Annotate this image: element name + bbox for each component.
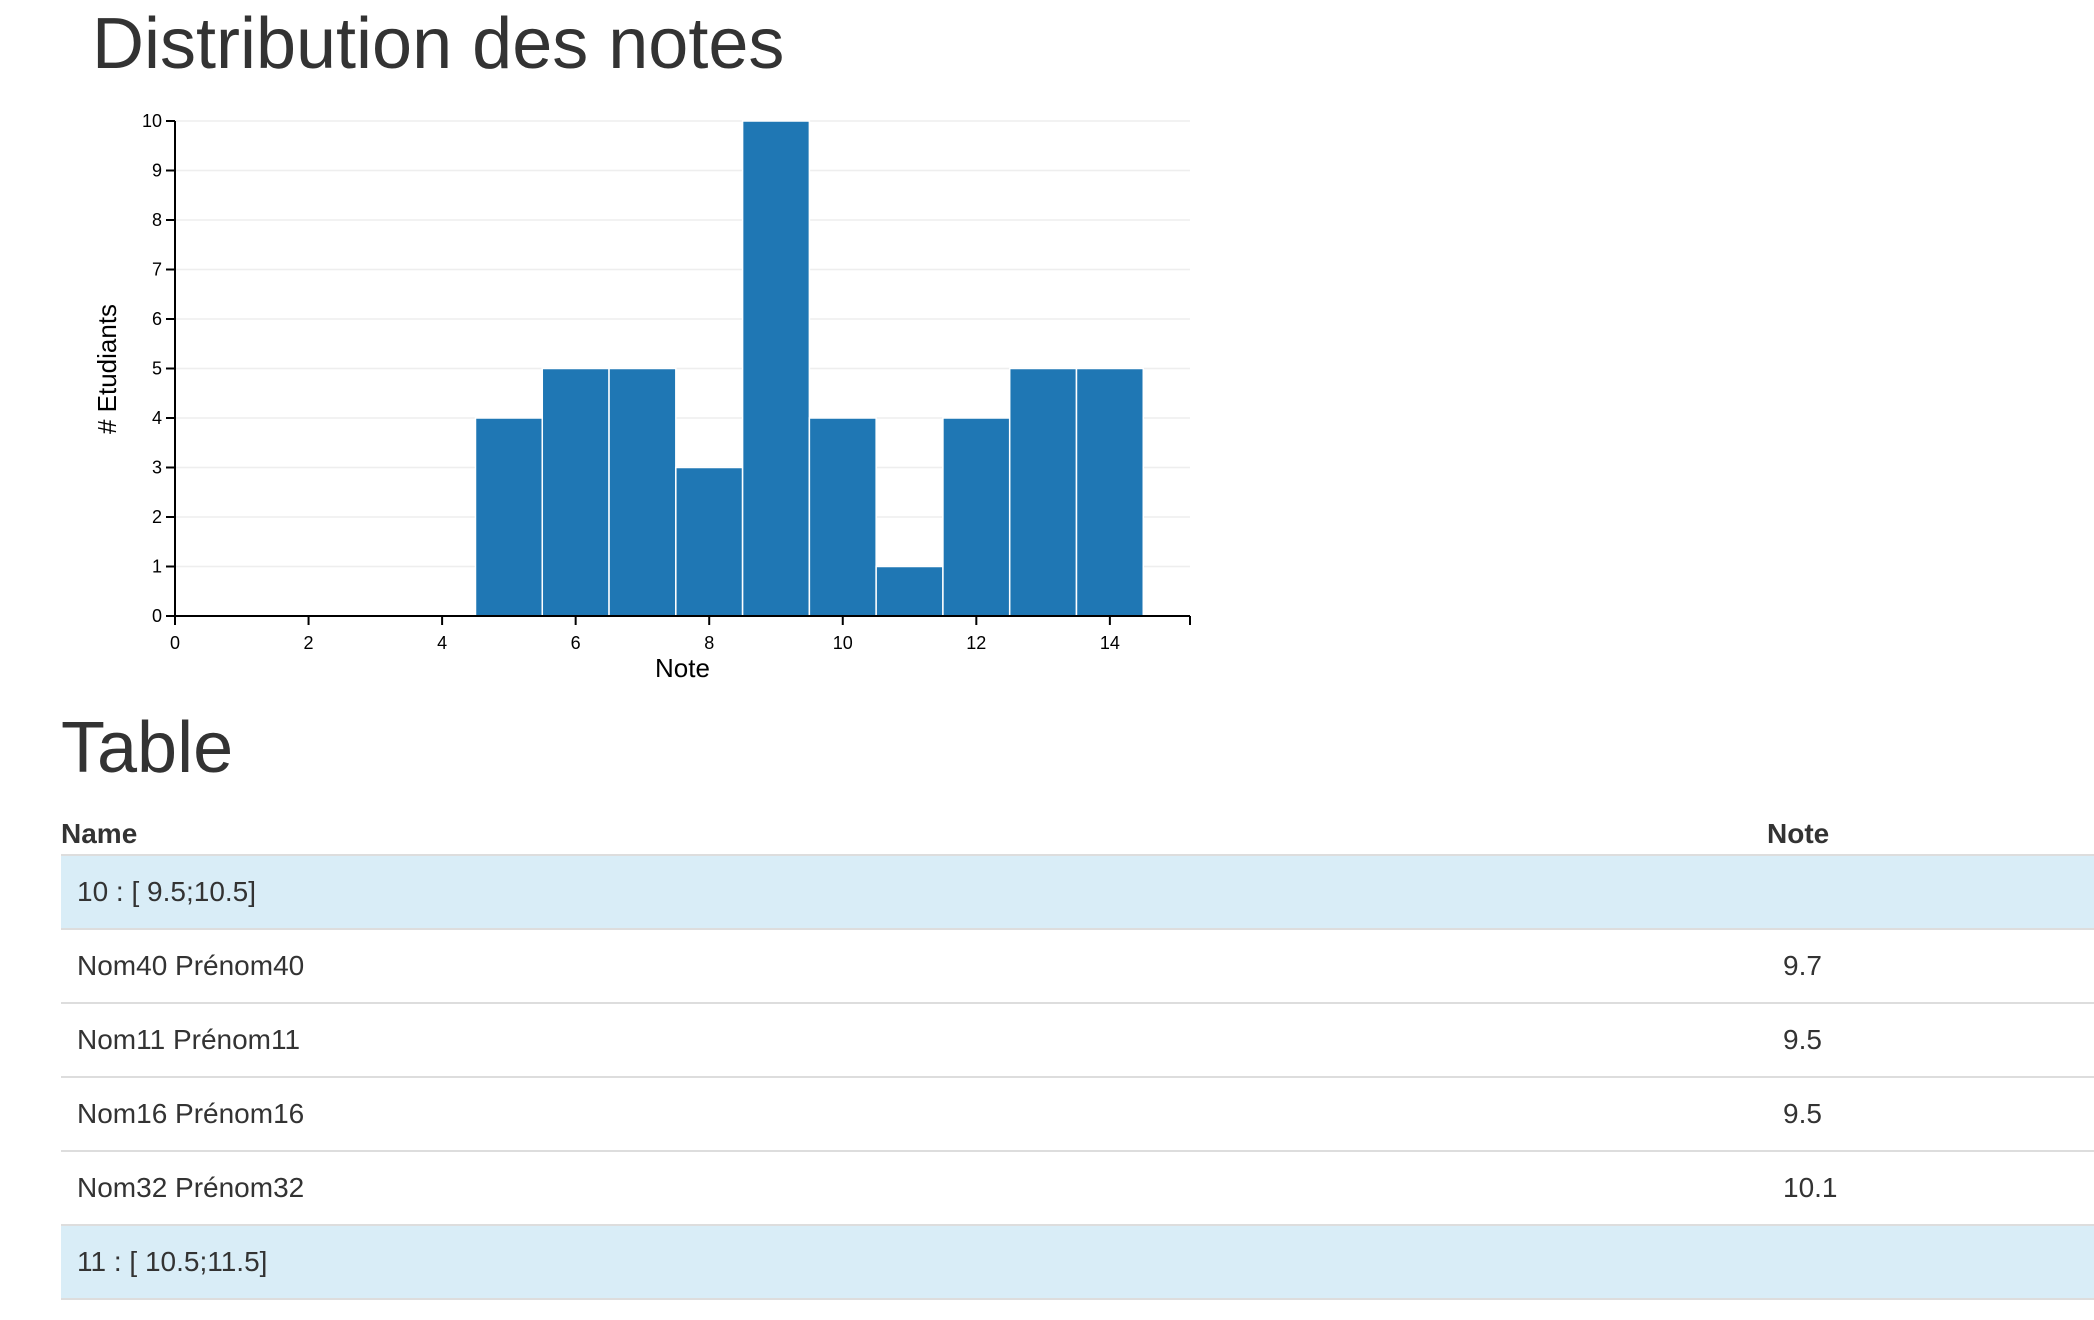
x-tick-label: 0 — [170, 633, 180, 653]
student-name: Nom40 Prénom40 — [61, 929, 1767, 1004]
grades-table: Name Note 10 : [ 9.5;10.5] Nom40 Prénom4… — [61, 808, 2094, 1300]
group-label: 11 : [ 10.5;11.5] — [61, 1225, 2094, 1300]
y-tick-label: 1 — [152, 557, 162, 577]
y-tick-label: 4 — [152, 408, 162, 428]
y-tick-label: 7 — [152, 260, 162, 280]
table-row[interactable]: Nom11 Prénom11 9.5 — [61, 1003, 2094, 1078]
x-tick-label: 12 — [966, 633, 986, 653]
student-note: 9.5 — [1767, 1077, 2094, 1152]
group-row[interactable]: 11 : [ 10.5;11.5] — [61, 1225, 2094, 1300]
y-tick-label: 10 — [142, 111, 162, 131]
y-axis-label: # Etudiants — [92, 304, 122, 434]
y-tick-label: 5 — [152, 359, 162, 379]
grades-table-container: Name Note 10 : [ 9.5;10.5] Nom40 Prénom4… — [61, 808, 2094, 1300]
histogram-bar — [1008, 367, 1078, 617]
grade-distribution-chart: 0 1 2 3 4 5 6 7 8 9 10 0 2 4 6 8 10 12 14 Note # Etudiants — [0, 0, 1240, 700]
x-axis-label: Note — [655, 653, 710, 683]
table-row[interactable]: Nom32 Prénom32 10.1 — [61, 1151, 2094, 1226]
student-name: Nom16 Prénom16 — [61, 1077, 1767, 1152]
table-row[interactable]: Nom16 Prénom16 9.5 — [61, 1077, 2094, 1152]
histogram-bar — [541, 367, 610, 617]
page-title: Distribution des notes — [92, 4, 785, 84]
header-name[interactable]: Name — [61, 808, 1767, 856]
histogram-bar — [1075, 367, 1145, 617]
student-note: 9.7 — [1767, 929, 2094, 1004]
histogram-bar — [474, 417, 544, 617]
y-tick-label: 3 — [152, 458, 162, 478]
histogram-bar — [875, 565, 944, 617]
x-tick-label: 4 — [437, 633, 447, 653]
student-note: 10.1 — [1767, 1151, 2094, 1226]
x-tick-label: 2 — [304, 633, 314, 653]
header-note[interactable]: Note — [1767, 808, 2094, 856]
x-tick-label: 14 — [1100, 633, 1120, 653]
y-tick-label: 0 — [152, 606, 162, 626]
y-tick-label: 8 — [152, 210, 162, 230]
x-tick-label: 6 — [571, 633, 581, 653]
student-name: Nom32 Prénom32 — [61, 1151, 1767, 1226]
y-tick-label: 6 — [152, 309, 162, 329]
group-row[interactable]: 10 : [ 9.5;10.5] — [61, 855, 2094, 930]
y-tick-label: 2 — [152, 507, 162, 527]
table-title: Table — [61, 708, 234, 788]
group-label: 10 : [ 9.5;10.5] — [61, 855, 2094, 930]
y-tick-label: 9 — [152, 161, 162, 181]
histogram-bar — [741, 120, 811, 617]
table-header-row: Name Note — [61, 808, 2094, 856]
student-name: Nom11 Prénom11 — [61, 1003, 1767, 1078]
histogram-bar — [675, 466, 744, 617]
student-note: 9.5 — [1767, 1003, 2094, 1078]
x-tick-label: 10 — [833, 633, 853, 653]
histogram-bar — [808, 417, 877, 617]
histogram-bar — [608, 367, 677, 617]
x-tick-label: 8 — [704, 633, 714, 653]
table-row[interactable]: Nom40 Prénom40 9.7 — [61, 929, 2094, 1004]
histogram-bar — [942, 417, 1011, 617]
